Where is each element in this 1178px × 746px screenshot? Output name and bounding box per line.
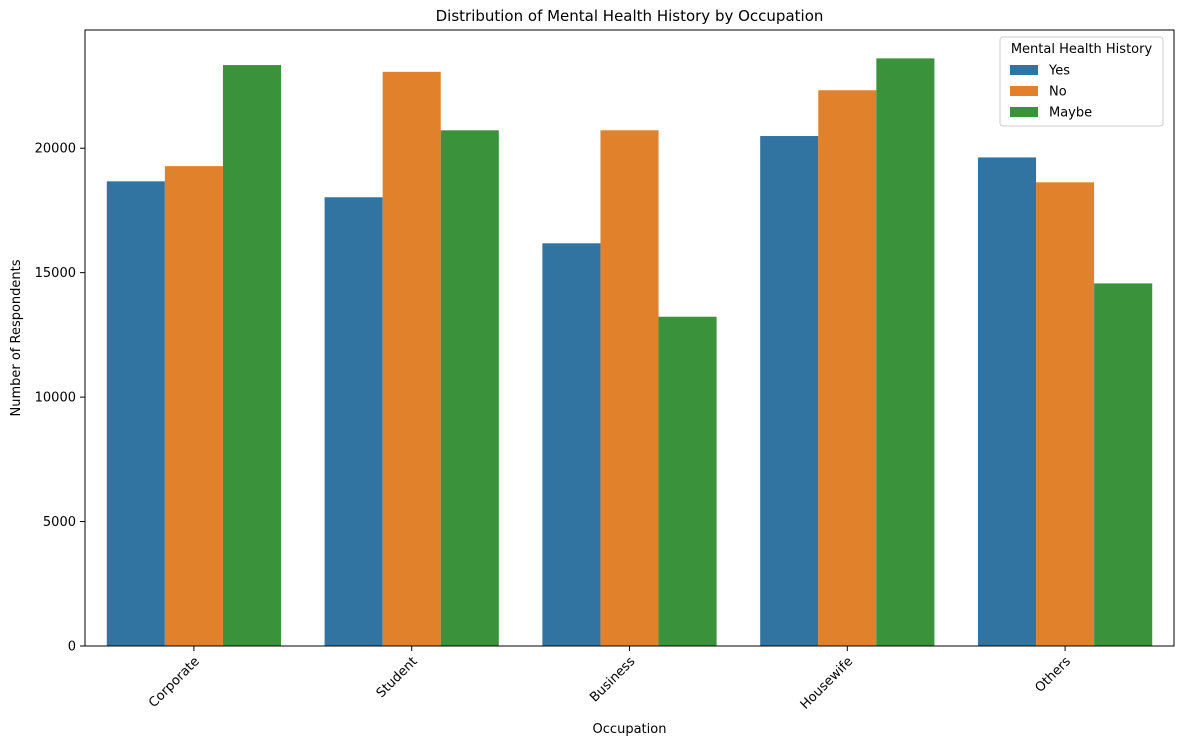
bar-no-others bbox=[1036, 182, 1095, 646]
legend-label-maybe: Maybe bbox=[1049, 106, 1092, 121]
bar-no-business bbox=[600, 130, 659, 646]
x-tick-label: Housewife bbox=[798, 654, 856, 712]
legend-swatch-maybe bbox=[1010, 107, 1038, 117]
legend-label-yes: Yes bbox=[1048, 64, 1070, 79]
bar-yes-business bbox=[542, 243, 601, 646]
bar-maybe-others bbox=[1094, 283, 1153, 646]
bar-yes-housewife bbox=[760, 136, 819, 646]
bar-maybe-corporate bbox=[222, 65, 282, 647]
y-tick-label: 0 bbox=[68, 640, 76, 655]
y-tick-label: 15000 bbox=[35, 266, 76, 281]
bars-layer bbox=[106, 58, 1153, 647]
legend-box bbox=[999, 36, 1164, 127]
bar-maybe-business bbox=[658, 316, 717, 646]
bar-maybe-housewife bbox=[876, 58, 935, 646]
bar-no-student bbox=[382, 71, 441, 646]
y-axis-label: Number of Respondents bbox=[9, 259, 24, 416]
bar-yes-others bbox=[977, 157, 1037, 647]
y-tick-label: 5000 bbox=[43, 515, 76, 530]
chart-title: Distribution of Mental Health History by… bbox=[436, 7, 824, 25]
legend-title: Mental Health History bbox=[1011, 42, 1153, 57]
legend-label-no: No bbox=[1049, 85, 1067, 100]
x-tick-label: Student bbox=[374, 654, 421, 701]
x-axis-label: Occupation bbox=[593, 722, 667, 737]
legend: Mental Health History Yes No Maybe bbox=[999, 36, 1164, 127]
bar-yes-corporate bbox=[106, 181, 165, 646]
bar-maybe-student bbox=[440, 130, 499, 646]
bar-yes-student bbox=[324, 197, 383, 646]
x-tick-label: Others bbox=[1032, 654, 1074, 696]
bar-no-corporate bbox=[164, 166, 223, 647]
x-tick-label: Corporate bbox=[146, 654, 203, 711]
y-tick-label: 10000 bbox=[35, 391, 76, 406]
legend-swatch-yes bbox=[1010, 65, 1038, 75]
x-tick-label: Business bbox=[587, 654, 638, 705]
legend-swatch-no bbox=[1010, 86, 1038, 96]
y-tick-label: 20000 bbox=[35, 142, 76, 157]
bar-no-housewife bbox=[818, 90, 877, 647]
